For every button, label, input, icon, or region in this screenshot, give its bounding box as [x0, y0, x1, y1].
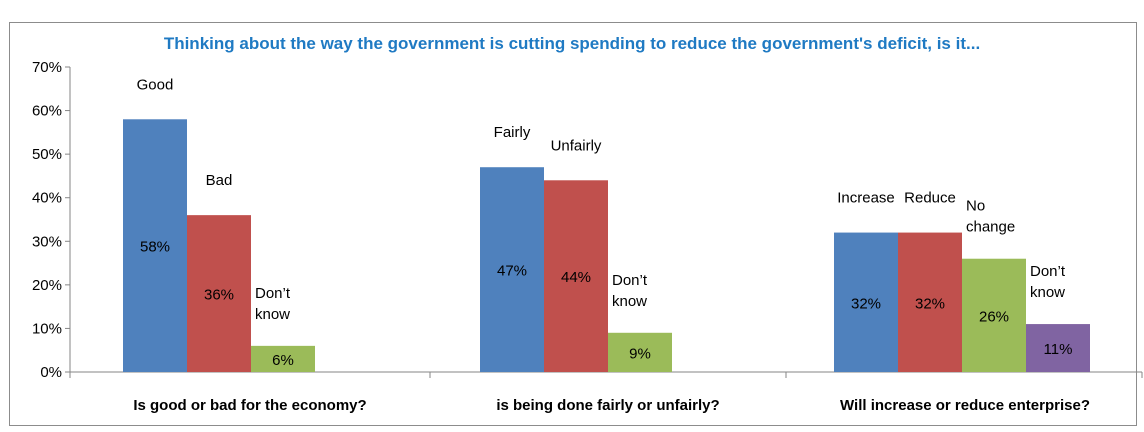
data-label: 6% — [272, 352, 294, 369]
data-label: 32% — [851, 295, 881, 312]
bar-label: Bad — [206, 172, 233, 189]
bar-label-line: Don’t — [255, 285, 291, 302]
bar-label-line: Don’t — [1030, 263, 1066, 280]
data-label: 36% — [204, 287, 234, 304]
bar-label-line: know — [1030, 284, 1065, 301]
data-label: 58% — [140, 239, 170, 256]
data-label: 47% — [497, 263, 527, 280]
bar-label: Reduce — [904, 190, 956, 207]
y-tick-label: 40% — [32, 190, 62, 207]
y-tick-label: 30% — [32, 233, 62, 250]
bar-label: No change — [966, 198, 1015, 236]
data-label: 26% — [979, 308, 1009, 325]
bar-label: Don’t know — [612, 272, 648, 310]
bar-label-line: Don’t — [612, 272, 648, 289]
bar-label: Don’t know — [1030, 263, 1066, 301]
bar-label: Good — [137, 76, 174, 93]
bar-label: Don’t know — [255, 285, 291, 323]
y-tick-label: 0% — [40, 364, 62, 381]
data-label: 32% — [915, 295, 945, 312]
x-category-label: Will increase or reduce enterprise? — [840, 397, 1090, 414]
y-tick-label: 60% — [32, 103, 62, 120]
data-label: 44% — [561, 269, 591, 286]
y-tick-label: 20% — [32, 277, 62, 294]
y-tick-label: 70% — [32, 59, 62, 76]
bar-label: Increase — [837, 190, 895, 207]
x-category-label: Is good or bad for the economy? — [133, 397, 366, 414]
bar-label-line: know — [255, 306, 290, 323]
data-label: 11% — [1044, 341, 1073, 358]
bar-label-line: know — [612, 293, 647, 310]
bar-label: Unfairly — [551, 137, 602, 154]
x-category-label: is being done fairly or unfairly? — [496, 397, 719, 414]
y-tick-label: 50% — [32, 146, 62, 163]
bar-label: Fairly — [494, 124, 531, 141]
bar-label-line: change — [966, 219, 1015, 236]
data-label: 9% — [629, 345, 651, 362]
bar-label-line: No — [966, 198, 985, 215]
y-tick-label: 10% — [32, 320, 62, 337]
